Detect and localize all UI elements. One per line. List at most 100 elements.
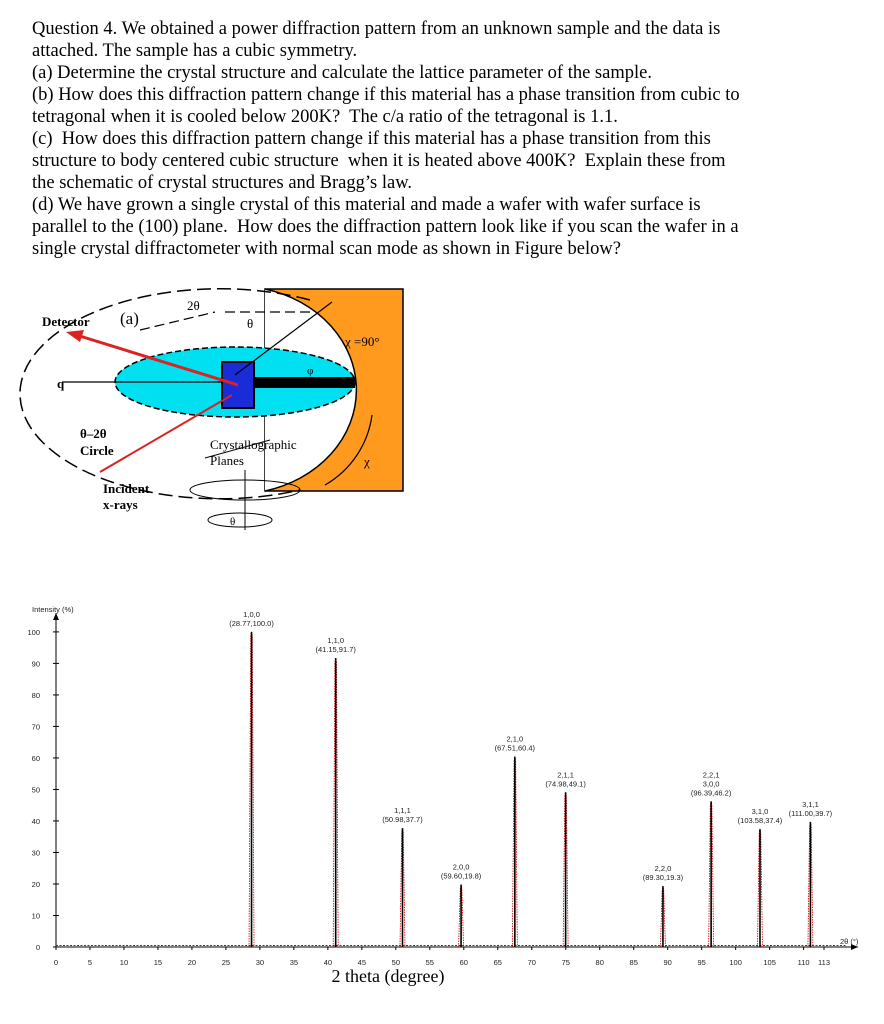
peak-value-label: (89.30,19.3) xyxy=(643,873,684,882)
question-line: (d) We have grown a single crystal of th… xyxy=(32,195,701,215)
peak-index-label: 1,1,1 xyxy=(394,806,411,815)
peak-value-label: (111.00,39.7) xyxy=(789,809,833,818)
question-line: (c) How does this diffraction pattern ch… xyxy=(32,129,711,149)
x-tick-label: 110 xyxy=(798,958,810,967)
peak-index-label: 2,2,1 xyxy=(703,770,720,779)
question-line: (a) Determine the crystal structure and … xyxy=(32,63,652,83)
label: x-rays xyxy=(103,497,138,512)
peak-value-label: (41.15,91.7) xyxy=(315,645,356,654)
peak-value-label: (50.98,37.7) xyxy=(382,815,423,824)
label: 2θ xyxy=(187,298,200,313)
incident-beam xyxy=(99,394,233,473)
question-line: tetragonal when it is cooled below 200K?… xyxy=(32,107,618,127)
y-tick-label: 80 xyxy=(32,691,40,700)
peak-outline xyxy=(458,884,464,948)
label: χ xyxy=(363,454,370,469)
x-axis-end-label: 2θ (°) xyxy=(840,937,859,946)
x-axis-arrow xyxy=(851,944,858,950)
x-tick-label: 35 xyxy=(290,958,298,967)
question-line: Question 4. We obtained a power diffract… xyxy=(32,19,721,39)
y-tick-label: 50 xyxy=(32,785,40,794)
question-line: attached. The sample has a cubic symmetr… xyxy=(32,41,358,61)
label: φ xyxy=(307,365,313,377)
label: Planes xyxy=(210,453,244,468)
question-line: single crystal diffractometer with norma… xyxy=(32,239,621,259)
x-tick-label: 50 xyxy=(392,958,400,967)
question-text: Question 4. We obtained a power diffract… xyxy=(32,18,740,260)
x-tick-label: 113 xyxy=(818,958,830,967)
peak-outline xyxy=(562,792,569,948)
x-tick-label: 60 xyxy=(460,958,468,967)
x-tick-label: 95 xyxy=(698,958,706,967)
peak-index-label: 3,0,0 xyxy=(703,779,720,788)
x-tick-label: 40 xyxy=(324,958,332,967)
peak-index-label: 1,0,0 xyxy=(243,610,260,619)
question-line: structure to body centered cubic structu… xyxy=(32,151,726,171)
y-tick-label: 40 xyxy=(32,817,40,826)
label: Detector xyxy=(42,314,90,329)
frame-arc xyxy=(264,288,358,492)
theta-2theta-circle xyxy=(19,288,311,500)
x-axis-label: 2 theta (degree) xyxy=(332,966,445,987)
peak-value-label: (96.39,46.2) xyxy=(691,788,732,797)
question-line: (b) How does this diffraction pattern ch… xyxy=(32,85,740,105)
peak-outline xyxy=(708,801,715,948)
label: θ xyxy=(247,316,253,331)
x-tick-label: 10 xyxy=(120,958,128,967)
peak-index-label: 1,1,0 xyxy=(327,636,344,645)
y-tick-label: 20 xyxy=(32,880,40,889)
normal-line xyxy=(234,301,333,376)
label: Incident xyxy=(103,481,150,496)
question-line: the schematic of crystal structures and … xyxy=(32,173,412,193)
peak-index-label: 2,1,0 xyxy=(506,735,523,744)
y-tick-label: 60 xyxy=(32,754,40,763)
peak-outline xyxy=(332,657,339,948)
peak-index-label: 2,0,0 xyxy=(453,863,470,872)
theta-rotation xyxy=(207,512,273,528)
label: q xyxy=(57,376,65,391)
x-tick-label: 5 xyxy=(88,958,92,967)
y-tick-label: 70 xyxy=(32,722,40,731)
y-axis-arrow xyxy=(53,613,59,620)
y-tick-label: 30 xyxy=(32,848,40,857)
peak-outline xyxy=(399,828,406,948)
x-tick-label: 105 xyxy=(763,958,776,967)
peak-value-label: (67.51,60.4) xyxy=(495,744,536,753)
peak-value-label: (74.98,49.1) xyxy=(545,779,586,788)
peak-index-label: 2,2,0 xyxy=(655,864,672,873)
x-tick-label: 45 xyxy=(358,958,366,967)
label: Circle xyxy=(80,443,114,458)
label: Crystallographic xyxy=(210,437,297,452)
x-tick-label: 85 xyxy=(630,958,638,967)
x-tick-label: 65 xyxy=(494,958,502,967)
axis-bar xyxy=(240,377,355,388)
peak-index-label: 2,1,1 xyxy=(557,770,574,779)
label: θ xyxy=(230,516,235,528)
x-tick-label: 100 xyxy=(729,958,742,967)
x-tick-label: 80 xyxy=(596,958,604,967)
peak-value-label: (103.58,37.4) xyxy=(738,816,783,825)
x-tick-label: 75 xyxy=(562,958,570,967)
x-tick-label: 55 xyxy=(426,958,434,967)
x-tick-label: 70 xyxy=(528,958,536,967)
two-theta-arc xyxy=(139,311,216,331)
peak-value-label: (28.77,100.0) xyxy=(229,619,274,628)
question-line: parallel to the (100) plane. How does th… xyxy=(32,217,739,237)
x-tick-label: 20 xyxy=(188,958,196,967)
label: (a) xyxy=(120,309,139,328)
label: χ =90° xyxy=(344,334,380,349)
peak-value-label: (59.60,19.8) xyxy=(441,872,482,881)
label: θ–2θ xyxy=(80,426,107,441)
y-tick-label: 10 xyxy=(32,911,40,920)
arrow-head xyxy=(66,330,84,342)
y-axis-label: Intensity (%) xyxy=(32,605,74,614)
x-tick-label: 15 xyxy=(154,958,162,967)
peak-outline xyxy=(511,756,518,948)
y-tick-label: 90 xyxy=(32,659,40,668)
plane-pointer xyxy=(204,439,271,459)
x-tick-label: 90 xyxy=(664,958,672,967)
diffracted-beam xyxy=(69,331,239,387)
